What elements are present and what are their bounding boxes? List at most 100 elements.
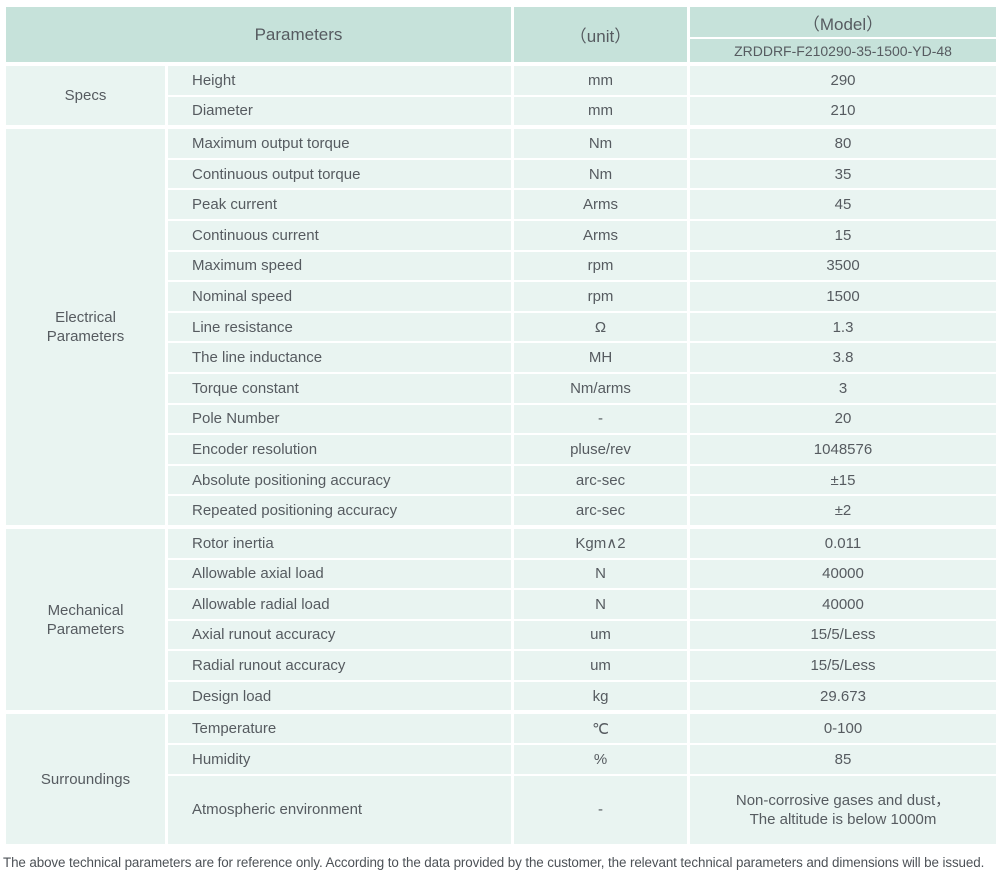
group-label: Specs xyxy=(3,61,168,129)
table-row: Design load kg 29.673 xyxy=(5,679,999,714)
unit-cell: um xyxy=(511,649,690,682)
value-cell: 85 xyxy=(687,743,999,776)
value-cell: 1500 xyxy=(687,280,999,313)
unit-cell: mm xyxy=(511,62,690,97)
table-row: Pole Number -20 xyxy=(5,402,999,436)
param-cell: Atmospheric environment xyxy=(165,773,514,846)
value-cell: 40000 xyxy=(687,588,999,621)
header-model: （Model） xyxy=(687,5,999,39)
param-cell: Allowable radial load xyxy=(165,588,514,621)
table-row: The line inductance MH 3.8 xyxy=(5,341,999,374)
table-row: Continuous current Arms 15 xyxy=(5,218,999,252)
value-cell: 15 xyxy=(687,218,999,252)
unit-cell: rpm xyxy=(511,249,690,283)
unit-cell: arc-sec xyxy=(511,463,690,497)
param-cell: Encoder resolution xyxy=(165,433,514,466)
model-number: ZRDDRF-F210290-35-1500-YD-48 xyxy=(687,37,999,65)
footnote: The above technical parameters are for r… xyxy=(3,854,985,870)
value-cell: 45 xyxy=(687,188,999,221)
table-row: Radial runout accuracy um 15/5/Less xyxy=(5,649,999,682)
unit-cell: - xyxy=(511,402,690,436)
param-cell: Allowable axial load xyxy=(165,557,514,591)
param-cell: Absolute positioning accuracy xyxy=(165,463,514,497)
table-row: Specs Height mm 290 xyxy=(3,61,999,129)
value-cell: 1.3 xyxy=(687,310,999,344)
table-row: Nominal speed rpm 1500 xyxy=(5,280,999,313)
value-cell: ±15 xyxy=(687,463,999,497)
param-cell: Maximum output torque xyxy=(165,125,514,160)
param-cell: The line inductance xyxy=(165,341,514,374)
table-row: Encoder resolution pluse/rev 1048576 xyxy=(5,433,999,466)
param-cell: Radial runout accuracy xyxy=(165,649,514,682)
value-cell: 3500 xyxy=(687,249,999,283)
table-row: Allowable axial load N 40000 xyxy=(5,557,999,591)
value-cell: 35 xyxy=(687,157,999,191)
table-row: Diameter mm 210 xyxy=(5,94,999,129)
unit-cell: N xyxy=(511,557,690,591)
value-cell: 80 xyxy=(687,125,999,160)
param-cell: Pole Number xyxy=(165,402,514,436)
value-cell: 0-100 xyxy=(687,710,999,746)
unit-cell: ℃ xyxy=(511,710,690,746)
unit-cell: Ω xyxy=(511,310,690,344)
unit-cell: mm xyxy=(511,94,690,129)
param-cell: Nominal speed xyxy=(165,280,514,313)
table-row: Torque constant Nm/arms 3 xyxy=(5,371,999,405)
header-parameters: Parameters xyxy=(3,5,514,65)
param-cell: Temperature xyxy=(165,710,514,746)
unit-cell: arc-sec xyxy=(511,494,690,528)
param-cell: Torque constant xyxy=(165,371,514,405)
table-row: Absolute positioning accuracy arc-sec ±15 xyxy=(5,463,999,497)
param-cell: Peak current xyxy=(165,188,514,221)
value-cell: 20 xyxy=(687,402,999,436)
value-cell: 3 xyxy=(687,371,999,405)
param-cell: Humidity xyxy=(165,743,514,776)
param-cell: Rotor inertia xyxy=(165,524,514,560)
table-row: Mechanical Parameters Rotor inertia Kgm∧2 0… xyxy=(3,524,999,714)
unit-cell: N xyxy=(511,588,690,621)
table-row: Electrical Parameters Maximum output torq… xyxy=(3,125,999,528)
group-label: Mechanical Parameters xyxy=(3,524,168,714)
unit-cell: MH xyxy=(511,341,690,374)
unit-cell: Nm/arms xyxy=(511,371,690,405)
param-cell: Height xyxy=(165,62,514,97)
table-row: Surroundings Temperature ℃ 0-100 xyxy=(3,710,999,846)
param-cell: Design load xyxy=(165,679,514,714)
unit-cell: rpm xyxy=(511,280,690,313)
header-unit: （unit） xyxy=(511,5,690,65)
table-header: Parameters （unit） （Model） ZRDDRF-F210290… xyxy=(3,5,999,65)
value-cell: 15/5/Less xyxy=(687,649,999,682)
param-cell: Axial runout accuracy xyxy=(165,618,514,652)
group-label: Surroundings xyxy=(3,710,168,846)
unit-cell: Nm xyxy=(511,125,690,160)
param-cell: Maximum speed xyxy=(165,249,514,283)
table-row: Maximum speed rpm 3500 xyxy=(5,249,999,283)
unit-cell: Arms xyxy=(511,218,690,252)
value-cell: 210 xyxy=(687,94,999,129)
value-cell: Non-corrosive gases and dust， The altitu… xyxy=(687,773,999,846)
value-cell: 1048576 xyxy=(687,433,999,466)
table-row: Axial runout accuracy um 15/5/Less xyxy=(5,618,999,652)
param-cell: Diameter xyxy=(165,94,514,129)
param-cell: Continuous current xyxy=(165,218,514,252)
value-cell: 15/5/Less xyxy=(687,618,999,652)
table-row: Repeated positioning accuracy arc-sec ±2 xyxy=(5,494,999,528)
value-cell: 3.8 xyxy=(687,341,999,374)
value-cell: 29.673 xyxy=(687,679,999,714)
table-row: Humidity% 85 xyxy=(5,743,999,776)
table-body: Specs Height mm 290 Diameter mm 210 Electrical … xyxy=(3,61,999,846)
unit-cell: pluse/rev xyxy=(511,433,690,466)
unit-cell: um xyxy=(511,618,690,652)
table-row: Allowable radial load N 40000 xyxy=(5,588,999,621)
unit-cell: Kgm∧2 xyxy=(511,524,690,560)
value-cell: 40000 xyxy=(687,557,999,591)
spec-table: Parameters （unit） （Model） ZRDDRF-F210290… xyxy=(3,5,999,846)
param-cell: Continuous output torque xyxy=(165,157,514,191)
table-row: Continuous output torque Nm 35 xyxy=(5,157,999,191)
param-cell: Line resistance xyxy=(165,310,514,344)
value-cell: 290 xyxy=(687,62,999,97)
param-cell: Repeated positioning accuracy xyxy=(165,494,514,528)
unit-cell: - xyxy=(511,773,690,846)
group-label: Electrical Parameters xyxy=(3,125,168,528)
